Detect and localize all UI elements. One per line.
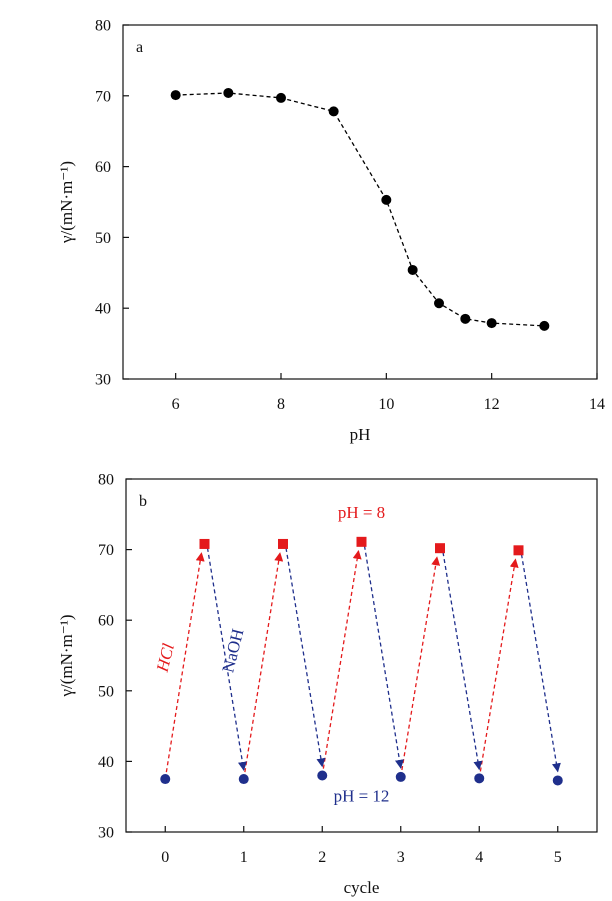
data-point-ph12 xyxy=(474,773,485,784)
annotation-label: pH = 12 xyxy=(334,787,390,806)
data-point xyxy=(170,90,181,101)
y-tick-label: 40 xyxy=(98,754,114,771)
data-point-ph12 xyxy=(238,774,249,785)
naoh-arrow xyxy=(285,547,326,768)
y-tick-label: 60 xyxy=(95,159,111,176)
x-tick-label: 6 xyxy=(172,396,180,413)
y-tick-label: 40 xyxy=(95,301,111,318)
data-point xyxy=(381,194,392,205)
x-tick-label: 5 xyxy=(554,849,562,866)
chart-panel-a: 30 40 50 60 70 80 6 8 10 12 14 pH γ/(mN·m⁻¹) a xyxy=(57,18,605,445)
x-axis-label: pH xyxy=(350,425,371,444)
x-axis-label: cycle xyxy=(344,878,380,897)
data-point-ph12 xyxy=(160,774,171,785)
hcl-arrow xyxy=(164,552,205,780)
panel-label: a xyxy=(136,39,143,56)
x-tick-label: 8 xyxy=(277,396,285,413)
data-point-ph12 xyxy=(317,770,328,781)
series-line xyxy=(175,92,545,327)
data-point xyxy=(460,313,471,324)
y-axis-label: γ/(mN·m⁻¹) xyxy=(57,161,76,244)
data-point-ph12 xyxy=(552,775,563,786)
x-tick-label: 2 xyxy=(318,849,326,866)
data-point-ph12 xyxy=(395,771,406,782)
y-axis-label: γ/(mN·m⁻¹) xyxy=(57,614,76,697)
y-tick-label: 50 xyxy=(98,683,114,700)
y-tick-label: 70 xyxy=(98,542,114,559)
data-point xyxy=(434,298,444,309)
plot-frame xyxy=(125,478,598,833)
x-tick-label: 0 xyxy=(161,849,169,866)
x-tick-label: 10 xyxy=(378,396,394,413)
data-point-ph8 xyxy=(356,536,367,547)
hcl-arrow xyxy=(321,549,362,776)
data-point xyxy=(223,87,234,98)
x-tick-label: 3 xyxy=(397,849,405,866)
y-tick-label: 30 xyxy=(98,825,114,842)
data-point-ph8 xyxy=(199,538,210,549)
naoh-arrow xyxy=(442,552,483,771)
y-tick-label: 70 xyxy=(95,88,111,105)
hcl-arrow xyxy=(243,552,284,780)
y-tick-label: 80 xyxy=(98,472,114,489)
x-tick-label: 12 xyxy=(484,396,500,413)
x-tick-label: 14 xyxy=(589,396,605,413)
annotation-label: HCl xyxy=(153,641,179,674)
y-tick-label: 60 xyxy=(98,613,114,630)
data-point xyxy=(276,92,286,103)
data-point xyxy=(539,320,550,331)
data-point xyxy=(328,106,339,117)
data-point xyxy=(407,264,418,275)
hcl-arrow xyxy=(400,556,441,778)
x-tick-label: 4 xyxy=(475,849,483,866)
x-tick-label: 1 xyxy=(240,849,248,866)
y-tick-label: 50 xyxy=(95,230,111,247)
data-point-ph8 xyxy=(513,545,524,556)
y-tick-label: 30 xyxy=(95,372,111,389)
plot-frame xyxy=(122,24,598,380)
data-point-ph8 xyxy=(435,543,445,554)
naoh-arrow xyxy=(520,554,561,773)
panel-label: b xyxy=(139,493,147,510)
hcl-arrow xyxy=(478,558,519,779)
data-point-ph8 xyxy=(278,538,288,549)
y-tick-label: 80 xyxy=(95,18,111,35)
annotation-label: NaOH xyxy=(218,627,247,675)
annotation-label: pH = 8 xyxy=(338,503,385,522)
naoh-arrow xyxy=(206,547,247,771)
data-point xyxy=(486,318,497,329)
chart-panel-b: 30 40 50 60 70 80 0 1 2 3 4 5 cycle γ/(mN·m⁻¹) b pH = 8… xyxy=(57,472,598,897)
naoh-arrow xyxy=(363,545,404,769)
